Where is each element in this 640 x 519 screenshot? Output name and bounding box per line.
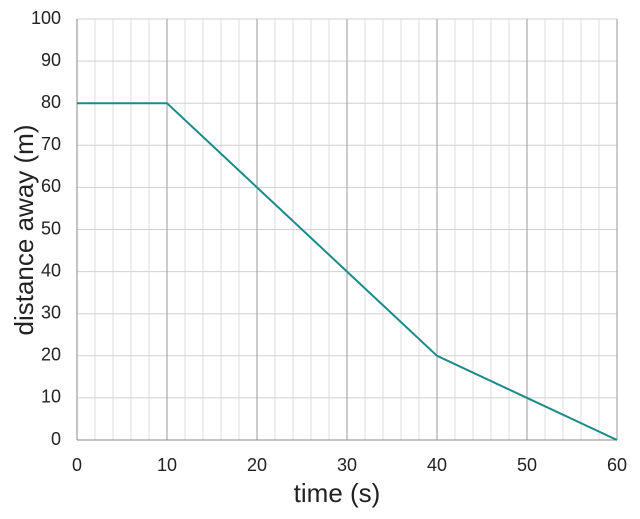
x-tick-label: 50 [517,455,537,475]
data-line [77,102,618,441]
y-tick-label: 20 [41,345,61,365]
y-tick-label: 60 [41,176,61,196]
y-tick-label: 40 [41,260,61,280]
x-tick-label: 40 [427,455,447,475]
x-tick-label: 60 [607,455,627,475]
y-axis-title: distance away (m) [9,125,39,336]
y-tick-label: 50 [41,218,61,238]
y-tick-label: 80 [41,92,61,112]
x-tick-label: 0 [72,455,82,475]
x-axis-title: time (s) [294,478,381,508]
y-tick-label: 90 [41,50,61,70]
y-tick-label: 70 [41,134,61,154]
x-tick-label: 20 [247,455,267,475]
x-tick-label: 30 [337,455,357,475]
y-tick-label: 10 [41,387,61,407]
y-tick-label: 100 [31,8,61,28]
x-tick-label: 10 [157,455,177,475]
y-tick-label: 0 [51,429,61,449]
y-tick-label: 30 [41,302,61,322]
